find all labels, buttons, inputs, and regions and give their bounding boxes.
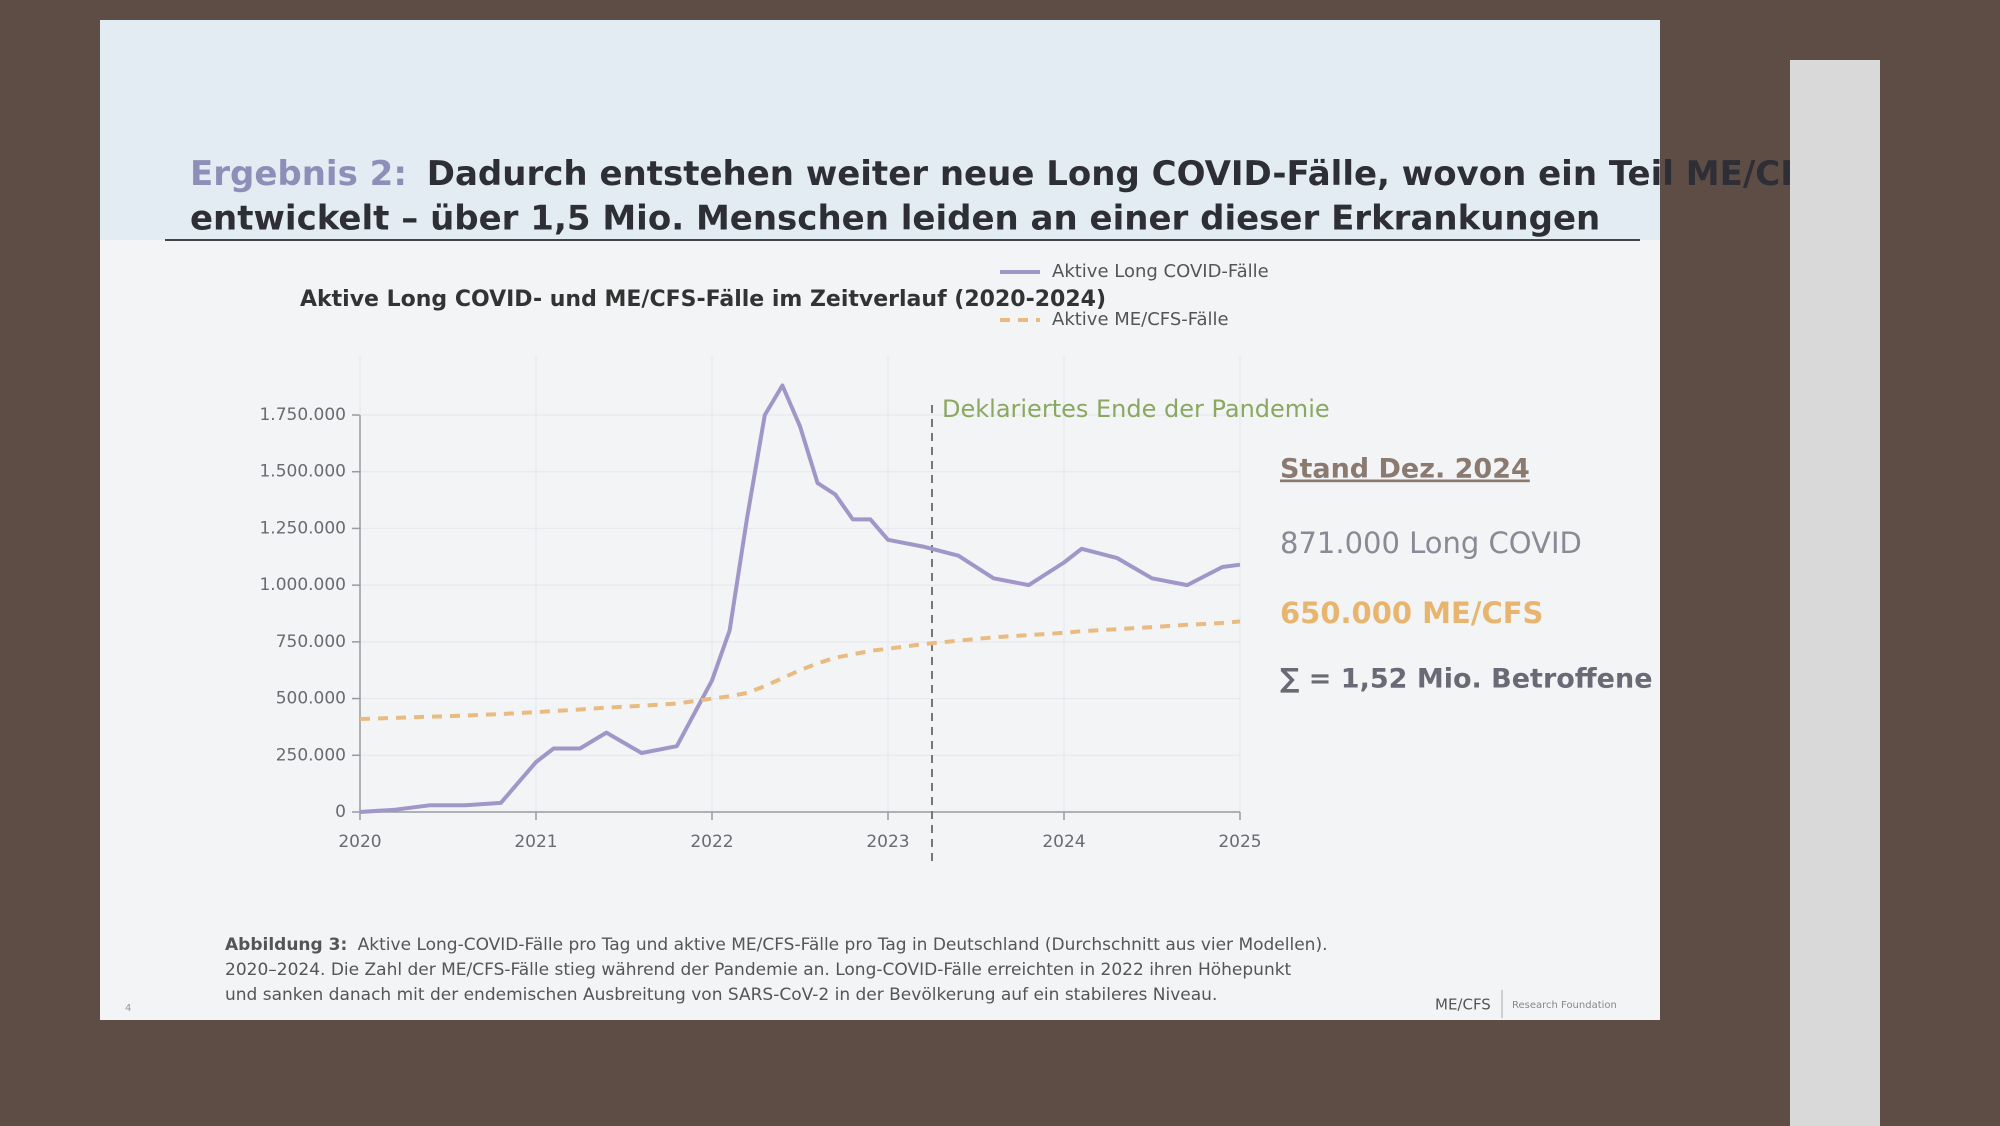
x-tick-label: 2020 — [338, 832, 381, 852]
note-sum: ∑ = 1,52 Mio. Betroffene — [1280, 664, 1653, 695]
x-tick-label: 2024 — [1042, 832, 1085, 852]
y-tick-label: 500.000 — [276, 689, 346, 709]
x-tick-label: 2022 — [690, 832, 733, 852]
caption-label: Abbildung 3: — [225, 935, 347, 955]
series-line — [359, 619, 1241, 721]
y-tick-label: 1.000.000 — [259, 575, 346, 595]
logo-sub: Research Foundation — [1512, 1000, 1617, 1011]
y-tick-label: 750.000 — [276, 632, 346, 652]
y-tick-label: 1.500.000 — [259, 462, 346, 482]
caption-line: Aktive Long-COVID-Fälle pro Tag und akti… — [358, 935, 1328, 955]
y-tick-label: 1.750.000 — [259, 405, 346, 425]
annotation-text: Deklariertes Ende der Pandemie — [942, 395, 1330, 423]
page-number: 4 — [125, 1003, 131, 1014]
logo: ME/CFS — [1435, 996, 1491, 1014]
y-tick-label: 1.250.000 — [259, 518, 346, 538]
speaker — [1790, 60, 1880, 1126]
plot: 0 250.000 500.000 750.000 1.000.000 1.250.000… — [259, 261, 1330, 862]
note-mecfs: 650.000 ME/CFS — [1280, 596, 1543, 630]
caption-line: 2020–2024. Die Zahl der ME/CFS-Fälle sti… — [225, 960, 1292, 980]
legend-label: Aktive ME/CFS-Fälle — [1052, 309, 1229, 330]
slide-header-band — [100, 20, 1660, 240]
header: Ergebnis 2: Dadurch entstehen weiter neu… — [190, 154, 1828, 194]
series-line — [359, 383, 1241, 814]
x-tick-label: 2021 — [514, 832, 557, 852]
header-label: Ergebnis 2: — [190, 154, 407, 194]
note-long-covid: 871.000 Long COVID — [1280, 526, 1582, 560]
caption-line: und sanken danach mit der endemischen Au… — [225, 985, 1217, 1005]
header-line: Dadurch entstehen weiter neue Long COVID… — [427, 154, 1828, 194]
caption: Abbildung 3: Aktive Long-COVID-Fälle pro… — [225, 935, 1328, 955]
note-title: Stand Dez. 2024 — [1280, 454, 1530, 485]
y-tick-label: 250.000 — [276, 745, 346, 765]
x-tick-label: 2025 — [1218, 832, 1261, 852]
legend-label: Aktive Long COVID-Fälle — [1052, 261, 1269, 282]
chart-title: Aktive Long COVID- und ME/CFS-Fälle im Z… — [300, 287, 1106, 312]
header-line: entwickelt – über 1,5 Mio. Menschen leid… — [190, 199, 1600, 239]
x-tick-label: 2023 — [866, 832, 909, 852]
y-tick-label: 0 — [335, 802, 346, 822]
